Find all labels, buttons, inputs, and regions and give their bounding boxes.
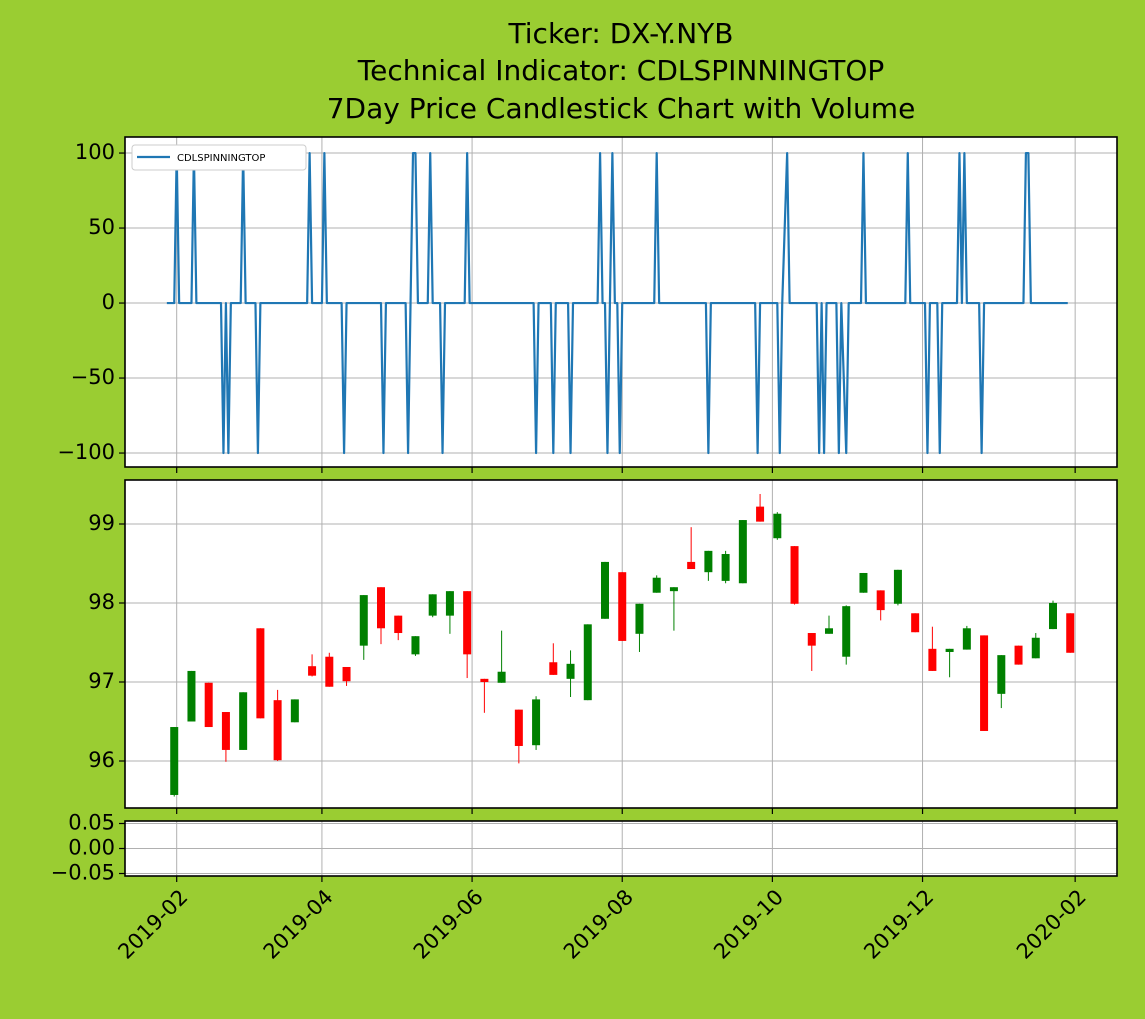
candle-body: [1014, 645, 1023, 665]
candle-body: [876, 590, 885, 611]
candle-body: [704, 550, 713, 573]
candle-body: [325, 656, 334, 687]
y-tick-label: 0: [102, 290, 115, 314]
plot-frame: [124, 136, 1118, 468]
candle-body: [980, 635, 989, 731]
candle-body: [411, 636, 420, 655]
chart-title: Ticker: DX-Y.NYB: [508, 17, 734, 50]
candle-body: [204, 682, 213, 728]
candle-body: [1066, 613, 1075, 653]
candle-body: [463, 591, 472, 655]
y-tick-label: 98: [88, 590, 115, 614]
candle-body: [497, 671, 506, 683]
data-line: [166, 151, 1068, 455]
candle-body: [1031, 637, 1040, 659]
candle-body: [342, 666, 351, 682]
candle-body: [359, 595, 368, 646]
candle-body: [618, 572, 627, 641]
plot-frame: [124, 820, 1118, 877]
candle-body: [549, 662, 558, 675]
candle-body: [601, 561, 609, 619]
chart-title: 7Day Price Candlestick Chart with Volume: [327, 92, 916, 125]
candle-body: [756, 506, 765, 522]
y-tick-label: −100: [57, 440, 115, 464]
candle-body: [738, 520, 747, 584]
candle-body: [652, 577, 661, 593]
candle-body: [394, 615, 403, 634]
candle-body: [308, 666, 317, 676]
candle-body: [635, 603, 644, 634]
legend-label: CDLSPINNINGTOP: [177, 153, 265, 164]
candle-body: [825, 628, 833, 634]
candle-body: [721, 554, 730, 581]
candle-body: [480, 678, 489, 682]
y-tick-label: 0.00: [68, 836, 115, 860]
chart-title: Technical Indicator: CDLSPINNINGTOP: [357, 54, 885, 87]
candle-body: [997, 655, 1006, 694]
candle-body: [859, 572, 868, 593]
candle-body: [583, 624, 592, 701]
candle-body: [911, 613, 920, 633]
candle-body: [790, 546, 799, 604]
y-tick-label: 96: [88, 748, 115, 772]
y-tick-label: −50: [71, 365, 115, 389]
candle-body: [532, 699, 541, 746]
plot-frame: [124, 479, 1118, 809]
candle-body: [945, 648, 954, 652]
candle-body: [239, 692, 248, 750]
candle-body: [669, 587, 678, 592]
candle-body: [170, 727, 179, 795]
candle-body: [928, 648, 937, 671]
legend-box: [131, 144, 307, 171]
y-tick-label: −0.05: [51, 861, 115, 885]
candle-body: [445, 591, 454, 616]
candle-body: [256, 628, 265, 719]
y-tick-label: 100: [75, 140, 115, 164]
candle-body: [514, 709, 523, 746]
candle-body: [428, 594, 437, 616]
candle-body: [807, 633, 816, 646]
candle-body: [962, 628, 971, 650]
candle-body: [221, 712, 230, 750]
candle-body: [273, 700, 282, 761]
plot-background: [125, 480, 1117, 808]
candle-body: [842, 606, 851, 657]
candle-body: [187, 670, 196, 722]
candle-body: [290, 699, 299, 723]
candle-body: [687, 561, 696, 570]
candle-body: [566, 663, 575, 679]
y-tick-label: 97: [88, 669, 115, 693]
candle-body: [1049, 603, 1057, 630]
candle-body: [773, 513, 782, 539]
y-tick-label: 50: [88, 215, 115, 239]
y-tick-label: 0.05: [68, 811, 115, 835]
candle-body: [377, 587, 385, 629]
candle-body: [893, 569, 902, 604]
y-tick-label: 99: [88, 511, 115, 535]
